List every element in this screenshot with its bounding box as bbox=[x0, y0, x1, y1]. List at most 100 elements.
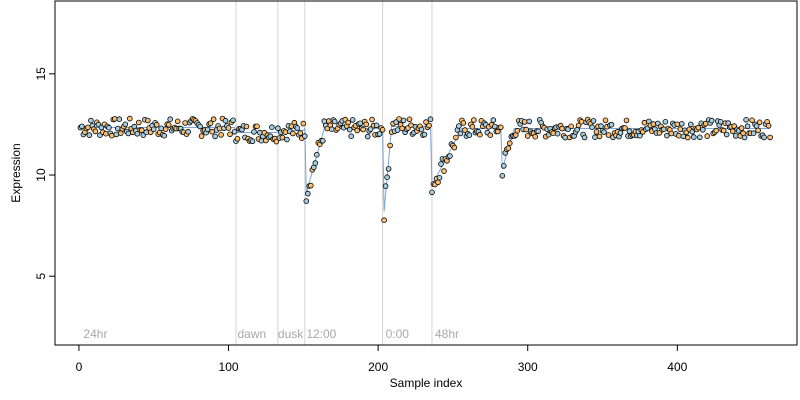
data-point bbox=[598, 123, 604, 129]
data-point bbox=[382, 183, 389, 189]
data-point bbox=[761, 134, 767, 141]
data-point bbox=[297, 130, 304, 136]
data-point bbox=[641, 119, 648, 126]
data-point bbox=[664, 132, 670, 139]
y-axis-label: Expression bbox=[9, 143, 23, 202]
data-point bbox=[275, 125, 281, 131]
data-point bbox=[209, 128, 215, 135]
data-point bbox=[385, 166, 392, 172]
data-point bbox=[150, 126, 157, 133]
data-point bbox=[249, 138, 256, 145]
data-point bbox=[741, 134, 748, 141]
x-axis-label: Sample index bbox=[390, 376, 463, 390]
data-point bbox=[435, 179, 441, 186]
data-point bbox=[438, 161, 444, 167]
data-point bbox=[364, 133, 371, 140]
data-point bbox=[514, 127, 521, 134]
data-point bbox=[605, 132, 612, 138]
data-point bbox=[136, 119, 142, 126]
data-point bbox=[379, 127, 386, 133]
data-point bbox=[115, 125, 121, 132]
data-point bbox=[212, 133, 218, 140]
data-point bbox=[406, 116, 413, 123]
data-point bbox=[590, 118, 597, 124]
annotation-5: 0:00 bbox=[386, 327, 410, 341]
data-point bbox=[477, 131, 483, 138]
x-tick-label-2: 100 bbox=[219, 360, 239, 374]
data-point bbox=[626, 128, 633, 135]
data-point bbox=[559, 125, 565, 132]
data-point bbox=[732, 133, 739, 139]
data-point bbox=[526, 118, 532, 125]
data-point bbox=[290, 130, 296, 137]
data-point bbox=[376, 131, 383, 137]
data-point bbox=[158, 125, 165, 132]
data-point bbox=[581, 134, 588, 141]
data-point bbox=[650, 121, 657, 127]
data-point bbox=[400, 117, 407, 124]
data-point bbox=[363, 121, 370, 128]
data-point bbox=[687, 121, 694, 128]
data-point bbox=[204, 126, 211, 133]
data-point bbox=[125, 130, 132, 137]
data-point bbox=[282, 129, 289, 135]
data-point bbox=[234, 136, 241, 142]
data-point bbox=[307, 182, 314, 189]
data-point bbox=[720, 127, 727, 134]
data-point bbox=[79, 123, 85, 130]
data-point bbox=[225, 125, 232, 131]
data-point bbox=[367, 126, 374, 132]
data-point bbox=[608, 121, 615, 128]
data-point bbox=[319, 138, 326, 144]
data-point bbox=[243, 123, 250, 130]
data-point bbox=[106, 124, 112, 131]
data-point bbox=[426, 122, 432, 129]
data-point bbox=[348, 133, 355, 140]
x-tick-label-4: 300 bbox=[518, 360, 538, 374]
data-point bbox=[500, 163, 507, 169]
data-point bbox=[690, 134, 697, 140]
data-point bbox=[346, 126, 353, 133]
phase-annotations: 24hr dawn dusk 12:00 0:00 48hr bbox=[83, 327, 459, 341]
data-point bbox=[755, 127, 761, 134]
data-point bbox=[749, 117, 755, 124]
data-point bbox=[396, 116, 402, 122]
data-point bbox=[684, 134, 691, 141]
data-point bbox=[218, 132, 224, 138]
annotation-2: dawn bbox=[238, 327, 267, 341]
data-point bbox=[122, 121, 129, 128]
data-point bbox=[675, 132, 682, 139]
data-point bbox=[637, 132, 643, 139]
data-point bbox=[384, 174, 390, 181]
data-point bbox=[357, 120, 364, 127]
data-point bbox=[349, 117, 356, 123]
data-point bbox=[304, 190, 311, 197]
data-point bbox=[210, 116, 217, 122]
data-point bbox=[273, 138, 280, 145]
data-point bbox=[471, 117, 477, 123]
data-point bbox=[162, 126, 169, 132]
data-point bbox=[303, 198, 310, 204]
data-point bbox=[460, 120, 467, 126]
data-point bbox=[198, 133, 205, 139]
data-point bbox=[593, 129, 600, 135]
y-tick-label-3: 15 bbox=[34, 67, 48, 81]
data-points bbox=[77, 115, 773, 224]
data-point bbox=[674, 121, 681, 128]
data-point bbox=[418, 126, 425, 133]
data-point bbox=[227, 131, 233, 138]
data-point bbox=[354, 127, 361, 134]
data-point bbox=[743, 117, 749, 123]
data-point bbox=[165, 122, 172, 128]
data-point bbox=[750, 130, 757, 137]
data-point bbox=[421, 131, 428, 138]
data-point bbox=[373, 122, 380, 129]
data-point bbox=[360, 126, 367, 133]
annotation-3: dusk bbox=[278, 327, 304, 341]
data-point bbox=[505, 145, 512, 152]
data-point bbox=[699, 127, 706, 133]
data-point bbox=[436, 175, 443, 181]
x-tick-label-1: 0 bbox=[76, 360, 83, 374]
data-point bbox=[230, 117, 236, 124]
